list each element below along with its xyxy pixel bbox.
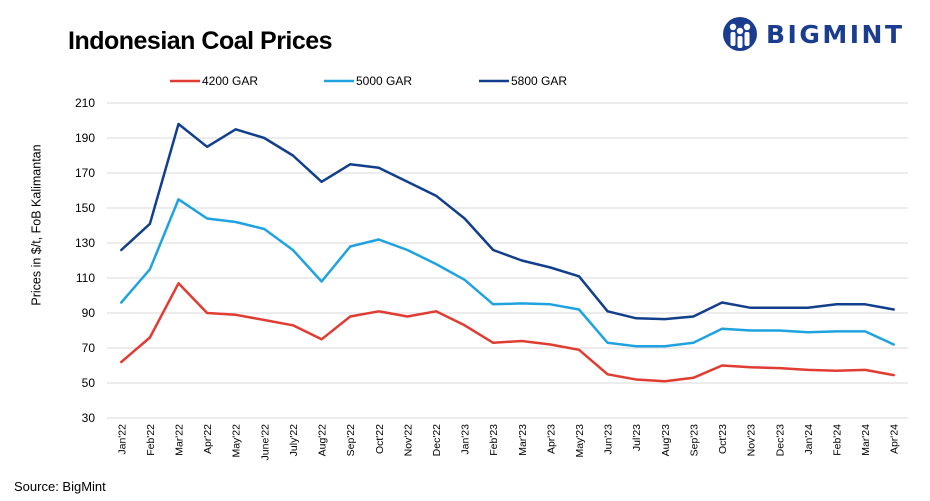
legend-label: 5800 GAR <box>511 74 567 88</box>
y-tick-label: 150 <box>75 201 95 215</box>
y-axis-label: Prices in $/t, FoB Kalimantan <box>29 144 43 305</box>
x-tick-label: Jan'24 <box>803 424 815 455</box>
x-tick-label: Mar'23 <box>517 424 529 456</box>
x-tick-label: Jun'23 <box>603 424 615 455</box>
bigmint-logo: BIGMINT <box>722 14 922 54</box>
x-tick-label: Mar'22 <box>174 424 186 456</box>
x-tick-label: Oct'23 <box>717 424 729 454</box>
y-tick-label: 50 <box>82 376 96 390</box>
series-line-5000-gar <box>120 198 895 348</box>
x-tick-label: Feb'23 <box>488 424 500 456</box>
y-axis-ticks: 30 50 70 90 110 130 150 170 190 210 <box>75 96 95 425</box>
x-tick-label: Apr'23 <box>545 424 557 454</box>
x-tick-label: Sep'22 <box>345 424 357 457</box>
legend: 4200 GAR 5000 GAR 5800 GAR <box>170 74 567 88</box>
x-tick-label: Dec'22 <box>431 424 443 457</box>
x-tick-label: July'22 <box>288 424 300 457</box>
legend-label: 4200 GAR <box>202 74 258 88</box>
y-tick-label: 70 <box>82 341 96 355</box>
x-tick-label: Mar'24 <box>860 424 872 456</box>
y-tick-label: 30 <box>82 411 96 425</box>
source-note: Source: BigMint <box>14 479 106 494</box>
series-lines <box>120 122 895 383</box>
x-tick-label: Feb'24 <box>831 424 843 456</box>
x-tick-label: Jan'22 <box>116 424 128 455</box>
x-tick-label: Sep'23 <box>688 424 700 457</box>
y-tick-label: 90 <box>82 306 96 320</box>
y-tick-label: 210 <box>75 96 95 110</box>
y-tick-label: 170 <box>75 166 95 180</box>
y-tick-label: 190 <box>75 131 95 145</box>
x-tick-label: Jan'23 <box>460 424 472 455</box>
x-tick-label: Jul'23 <box>631 424 643 451</box>
x-tick-label: May'22 <box>231 424 243 458</box>
x-tick-label: Nov'22 <box>402 424 414 457</box>
x-tick-label: Apr'22 <box>202 424 214 454</box>
x-tick-label: Apr'24 <box>889 424 901 454</box>
brand-name: BIGMINT <box>766 19 905 49</box>
x-tick-label: May'23 <box>574 424 586 458</box>
chart-title: Indonesian Coal Prices <box>68 27 333 55</box>
x-tick-label: Oct'22 <box>374 424 386 454</box>
legend-label: 5000 GAR <box>356 74 412 88</box>
y-tick-label: 110 <box>76 271 95 285</box>
bigmint-logo-icon <box>723 17 757 51</box>
x-tick-label: Nov'23 <box>746 424 758 457</box>
x-tick-label: Dec'23 <box>774 424 786 457</box>
x-tick-label: Aug'22 <box>317 424 329 457</box>
series-line-4200-gar <box>120 282 895 383</box>
x-tick-label: Feb'22 <box>145 424 157 456</box>
x-tick-label: June'22 <box>259 424 271 461</box>
y-tick-label: 130 <box>75 236 95 250</box>
grid-lines <box>107 102 908 419</box>
x-tick-label: Aug'23 <box>660 424 672 457</box>
series-line-5800-gar <box>120 122 895 321</box>
x-axis-ticks: Jan'22 Feb'22 Mar'22 Apr'22 May'22 June'22 Jul… <box>116 424 900 461</box>
